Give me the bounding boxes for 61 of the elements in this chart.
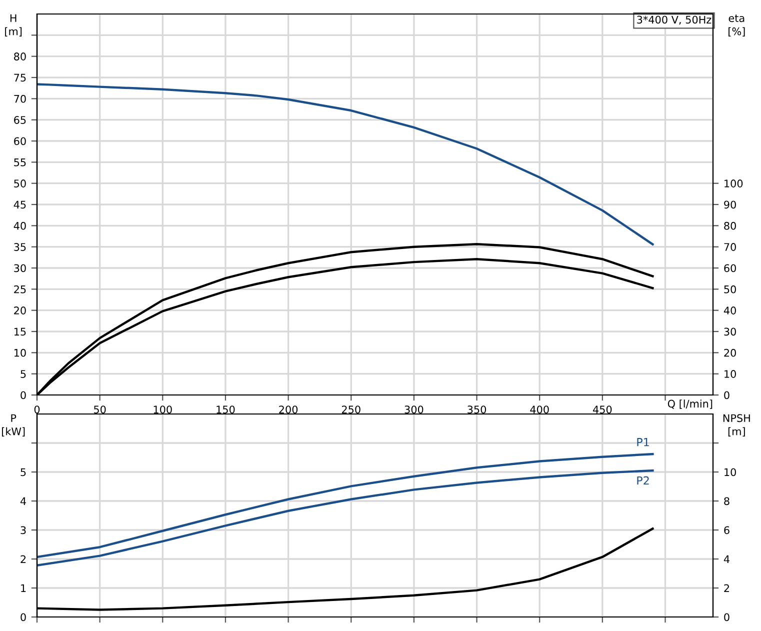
y-tick-label: 5 xyxy=(20,370,26,378)
y-axis-title: H [m] xyxy=(5,14,22,37)
y2-tick-label: 8 xyxy=(724,497,730,506)
y-tick-label: 4 xyxy=(20,497,26,505)
y-tick-label: 35 xyxy=(14,243,26,251)
y-tick-label: 5 xyxy=(20,468,26,476)
y-tick-label: 75 xyxy=(14,74,26,82)
y-tick-label: 25 xyxy=(14,285,26,294)
y-axis-title: P [kW] xyxy=(2,414,25,437)
y-tick-label: 55 xyxy=(14,158,26,166)
y2-tick-label: 10 xyxy=(724,468,736,476)
y2-tick-label: 20 xyxy=(724,348,736,357)
y2-tick-label: 10 xyxy=(724,370,736,378)
x-tick-label: 250 xyxy=(342,406,360,414)
x-tick-label: 100 xyxy=(154,406,172,414)
y-tick-label: 80 xyxy=(14,52,26,60)
y2-axis-title: NPSH [m] xyxy=(723,414,750,437)
y2-tick-label: 80 xyxy=(724,222,736,230)
line-series xyxy=(37,83,654,246)
y-tick-label: 1 xyxy=(21,584,26,592)
x-tick-label: 0 xyxy=(34,406,40,414)
x-tick-label: 150 xyxy=(216,406,235,414)
y2-tick-label: 0 xyxy=(724,613,730,622)
y2-tick-label: 30 xyxy=(724,328,736,336)
series-label: P2 xyxy=(637,476,649,485)
y-tick-label: 0 xyxy=(20,391,26,400)
x-tick-label: 450 xyxy=(592,406,612,414)
y2-tick-label: 60 xyxy=(724,264,736,272)
y-tick-label: 15 xyxy=(14,328,26,336)
series-label: P1 xyxy=(637,438,649,446)
y-tick-label: 40 xyxy=(14,222,26,230)
y2-tick-label: 50 xyxy=(724,285,736,294)
y-tick-label: 3 xyxy=(20,526,26,534)
x-tick-label: 200 xyxy=(279,406,298,414)
y2-tick-label: 4 xyxy=(724,555,730,563)
y2-tick-label: 2 xyxy=(724,584,729,592)
y-tick-label: 2 xyxy=(20,555,26,563)
x-axis-title: Q [l/min] xyxy=(668,400,712,409)
y2-tick-label: 40 xyxy=(724,306,736,314)
x-tick-label: 350 xyxy=(468,406,486,414)
annotation: 3*400 V, 50Hz xyxy=(637,16,712,25)
line-series xyxy=(37,469,654,566)
y-tick-label: 65 xyxy=(14,116,26,124)
y-tick-label: 50 xyxy=(14,180,26,188)
x-tick-label: 50 xyxy=(94,406,106,414)
line-series xyxy=(37,452,654,558)
y2-tick-label: 100 xyxy=(724,180,743,188)
y-tick-label: 20 xyxy=(14,306,26,314)
y-tick-label: 45 xyxy=(14,200,26,209)
y-tick-label: 60 xyxy=(14,137,26,146)
y-tick-label: 30 xyxy=(14,264,26,272)
y2-tick-label: 6 xyxy=(724,526,730,534)
x-tick-label: 300 xyxy=(404,406,424,414)
x-tick-label: 400 xyxy=(530,406,549,414)
y2-tick-label: 70 xyxy=(724,243,736,251)
y-tick-label: 10 xyxy=(14,348,26,357)
y-tick-label: 0 xyxy=(20,613,26,622)
y2-tick-label: 90 xyxy=(724,200,736,209)
y-tick-label: 70 xyxy=(14,94,26,103)
y2-axis-title: eta [%] xyxy=(728,14,745,37)
y2-tick-label: 0 xyxy=(724,391,730,400)
